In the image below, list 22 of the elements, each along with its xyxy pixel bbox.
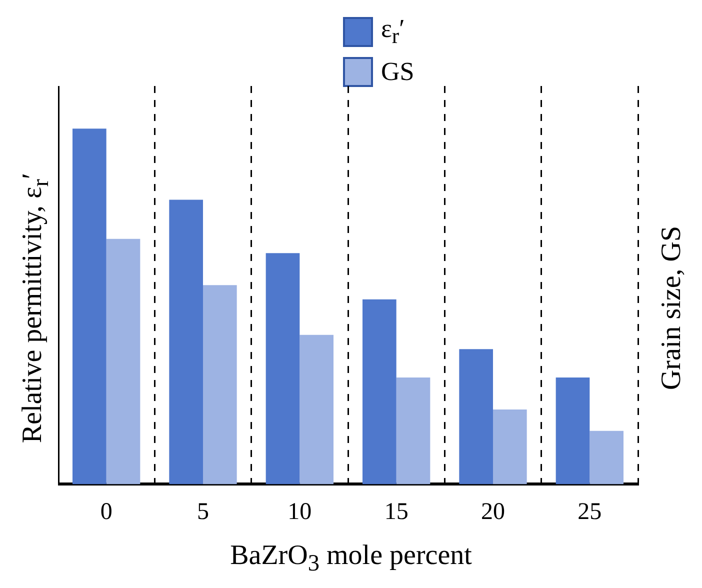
bar	[459, 349, 493, 484]
bar	[72, 128, 106, 484]
x-tick-label: 0	[100, 498, 112, 525]
x-tick-label: 5	[197, 498, 209, 525]
y2-axis-title: Grain size, GS	[656, 226, 688, 390]
bar	[266, 253, 300, 484]
bar	[590, 430, 624, 484]
x-tick-label: 20	[481, 498, 505, 525]
x-tick-label: 25	[578, 498, 602, 525]
x-tick-label: 15	[384, 498, 408, 525]
legend-label: GS	[381, 57, 414, 88]
bar	[203, 285, 237, 484]
x-axis-title: BaZrO$_{3}$ mole percent	[229, 540, 473, 578]
bar	[169, 200, 203, 484]
bar	[556, 378, 590, 484]
x-tick-label: 10	[288, 498, 312, 525]
bar	[493, 410, 527, 484]
bar	[300, 334, 334, 484]
legend-label: ε$_{r}$′	[381, 14, 405, 50]
bar	[396, 378, 430, 484]
bar	[106, 238, 140, 484]
bar	[362, 299, 396, 484]
